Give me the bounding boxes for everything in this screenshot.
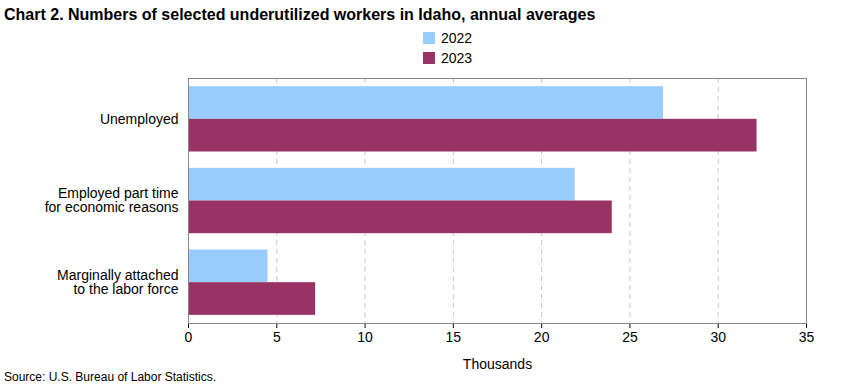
svg-text:35: 35 bbox=[799, 329, 815, 345]
svg-text:Thousands: Thousands bbox=[463, 356, 532, 372]
svg-text:20: 20 bbox=[534, 329, 550, 345]
svg-text:30: 30 bbox=[710, 329, 726, 345]
svg-text:Employed part timefor economic: Employed part timefor economic reasons bbox=[45, 185, 179, 215]
svg-text:0: 0 bbox=[185, 329, 193, 345]
svg-text:Marginally attachedto the labo: Marginally attachedto the labor force bbox=[57, 267, 179, 297]
svg-text:5: 5 bbox=[273, 329, 281, 345]
svg-text:Unemployed: Unemployed bbox=[100, 111, 179, 127]
svg-text:10: 10 bbox=[357, 329, 373, 345]
html-text:Chart 2. Numbers of selected u: Chart 2. Numbers of selected underutiliz… bbox=[4, 6, 596, 23]
html-text:2023: 2023 bbox=[441, 50, 473, 66]
svg-text:15: 15 bbox=[446, 329, 462, 345]
html-text:2022: 2022 bbox=[441, 30, 473, 46]
svg-text:25: 25 bbox=[622, 329, 638, 345]
html-text:Source: U.S. Bureau of Labor S: Source: U.S. Bureau of Labor Statistics. bbox=[4, 370, 217, 384]
